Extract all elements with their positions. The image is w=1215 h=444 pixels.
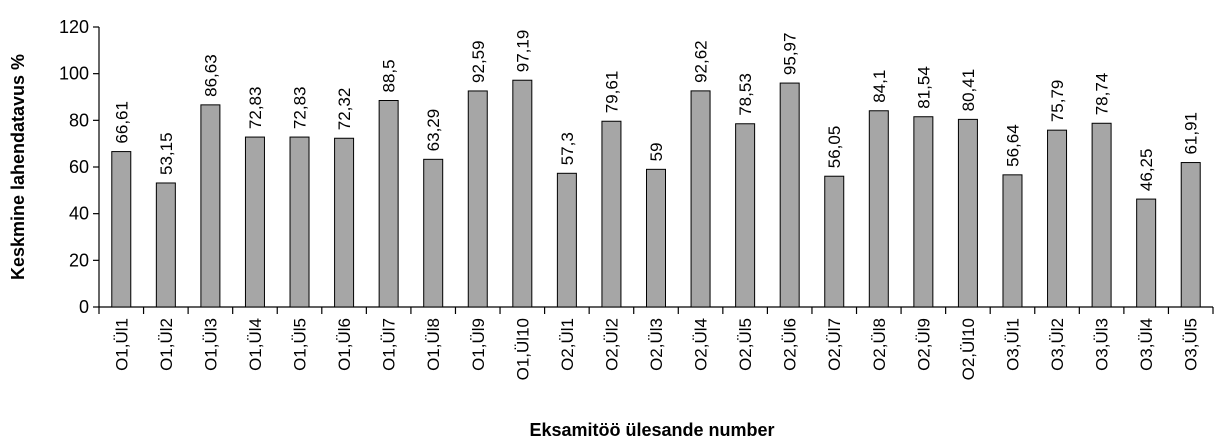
data-label: 63,29: [424, 109, 443, 152]
category-label: O1,Ül7: [380, 318, 399, 371]
category-label: O2,Ül6: [781, 318, 800, 371]
category-label: O1,Ül2: [157, 318, 176, 371]
y-tick-label: 60: [69, 157, 89, 177]
category-label: O1,Ül8: [424, 318, 443, 371]
data-label: 72,83: [291, 87, 310, 130]
bar: [378, 100, 399, 308]
data-label: 72,32: [335, 88, 354, 131]
bar: [244, 136, 265, 308]
y-tick-label: 80: [69, 110, 89, 130]
data-label: 80,41: [959, 69, 978, 112]
y-axis-title: Keskmine lahendatavus %: [8, 54, 28, 280]
category-label: O2,Ül5: [736, 318, 755, 371]
bars-group: [111, 79, 1201, 308]
bar: [913, 116, 934, 308]
category-label: O1,Ül9: [469, 318, 488, 371]
data-label: 95,97: [781, 33, 800, 76]
data-label: 97,19: [513, 30, 532, 73]
data-label: 78,74: [1093, 73, 1112, 116]
category-label: O3,Ül2: [1048, 318, 1067, 371]
data-label: 72,83: [246, 87, 265, 130]
bar: [1047, 129, 1068, 308]
y-tick-label: 120: [59, 17, 89, 37]
data-label: 66,61: [112, 101, 131, 144]
data-labels-group: 66,61 53,15 86,63 72,83 72,83 72,32 88,5 63,29 9…: [112, 30, 1200, 191]
bar: [289, 136, 310, 308]
category-label: O1,Ül4: [246, 318, 265, 371]
bar: [556, 172, 577, 308]
category-label: O1,Ül10: [513, 318, 532, 380]
y-tick-label: 20: [69, 250, 89, 270]
data-label: 53,15: [157, 132, 176, 175]
bar: [735, 123, 756, 308]
bar: [155, 182, 176, 308]
data-label: 75,79: [1048, 80, 1067, 123]
bar: [512, 79, 533, 308]
bar: [1136, 198, 1157, 308]
data-label: 56,05: [825, 126, 844, 169]
category-label: O1,Ül6: [335, 318, 354, 371]
category-label: O1,Ül1: [112, 318, 131, 371]
data-label: 92,59: [469, 40, 488, 83]
category-label: O3,Ül4: [1137, 318, 1156, 371]
bar: [1180, 162, 1201, 308]
category-label: O1,Ül3: [201, 318, 220, 371]
bar: [601, 120, 622, 308]
x-axis-title: Eksamitöö ülesande number: [529, 420, 774, 440]
category-label: O2,Ül1: [558, 318, 577, 371]
y-axis: 0 20 40 60 80 100 120: [59, 17, 100, 317]
category-label: O3,Ül5: [1182, 318, 1201, 371]
bar: [1091, 122, 1112, 308]
category-label: O3,Ül1: [1003, 318, 1022, 371]
bar: [1002, 174, 1023, 308]
y-tick-label: 100: [59, 64, 89, 84]
data-label: 88,5: [380, 59, 399, 92]
bar: [824, 175, 845, 308]
data-label: 84,1: [870, 70, 889, 103]
x-axis: [98, 306, 1214, 314]
bar: [111, 151, 132, 308]
category-label: O2,Ül10: [959, 318, 978, 380]
data-label: 59: [647, 142, 666, 161]
data-label: 79,61: [602, 71, 621, 114]
bar: [957, 118, 978, 308]
y-tick-label: 0: [79, 297, 89, 317]
data-label: 56,64: [1003, 124, 1022, 167]
category-label: O2,Ül3: [647, 318, 666, 371]
data-label: 57,3: [558, 132, 577, 165]
category-label: O2,Ül7: [825, 318, 844, 371]
category-label: O2,Ül9: [914, 318, 933, 371]
category-label: O1,Ül5: [291, 318, 310, 371]
data-label: 78,53: [736, 73, 755, 116]
bar: [690, 90, 711, 308]
bar: [646, 168, 666, 308]
data-label: 92,62: [692, 40, 711, 83]
data-label: 81,54: [914, 66, 933, 109]
bar: [467, 90, 488, 308]
category-label: O3,Ül3: [1093, 318, 1112, 371]
y-tick-label: 40: [69, 204, 89, 224]
bar: [200, 104, 221, 308]
bar: [779, 82, 800, 308]
data-label: 86,63: [201, 54, 220, 97]
category-labels-group: O1,Ül1 O1,Ül2 O1,Ül3 O1,Ül4 O1,Ül5 O1,Ül6 O1,Ü…: [112, 318, 1200, 380]
category-label: O2,Ül8: [870, 318, 889, 371]
category-label: O2,Ül4: [692, 318, 711, 371]
data-label: 46,25: [1137, 149, 1156, 192]
data-label: 61,91: [1182, 112, 1201, 155]
category-label: O2,Ül2: [602, 318, 621, 371]
bar: [423, 158, 444, 308]
bar: [868, 110, 889, 308]
bar: [334, 137, 355, 308]
